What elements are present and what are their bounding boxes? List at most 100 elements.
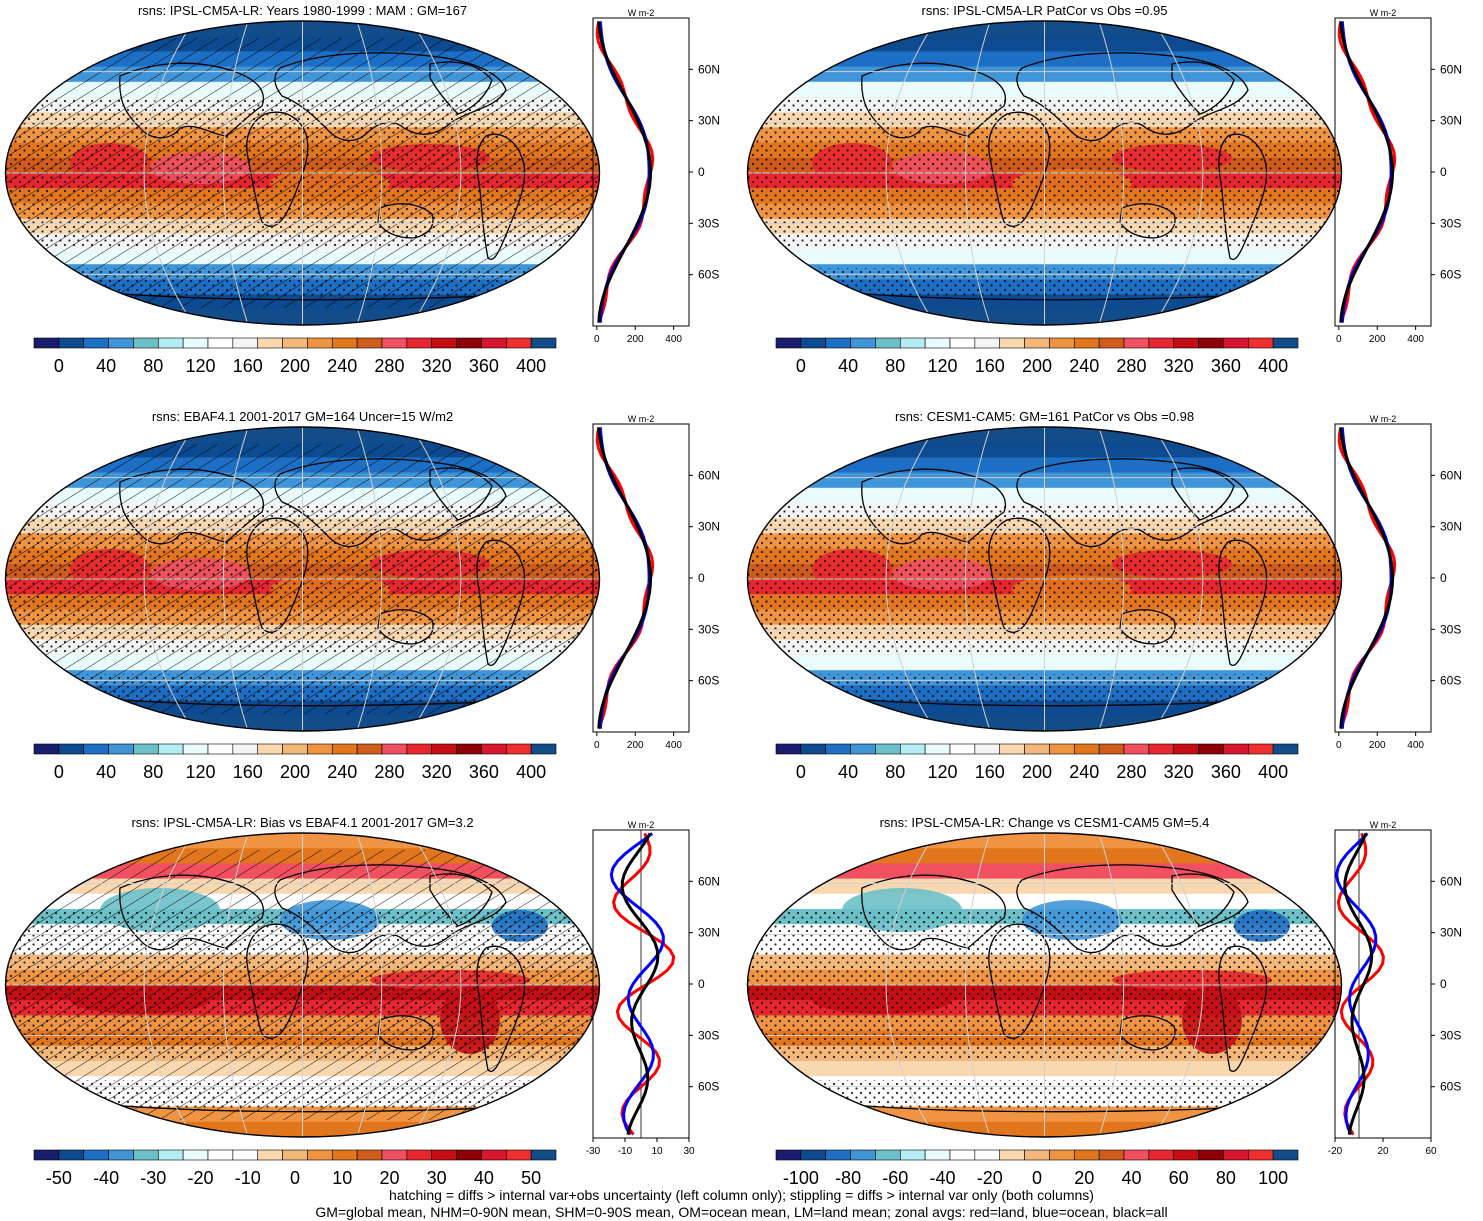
colorbar-swatch xyxy=(1198,1149,1224,1161)
colorbar-swatch xyxy=(924,1149,951,1161)
colorbar-tick-label: 360 xyxy=(1211,356,1241,376)
panel-reference-model: rsns: CESM1-CAM5: GM=161 PatCor vs Obs =… xyxy=(742,406,1483,811)
colorbar-swatch xyxy=(1049,743,1075,755)
colorbar-swatch xyxy=(406,1149,433,1161)
colorbar-swatch xyxy=(232,1149,259,1161)
colorbar-swatch xyxy=(1247,743,1274,755)
colorbar-tick-label: 400 xyxy=(516,356,546,376)
colorbar-swatch xyxy=(331,337,358,349)
zonal-y-tick-label: 0 xyxy=(698,977,705,991)
colorbar-tick-label: 280 xyxy=(374,762,404,782)
colorbar-swatch xyxy=(1148,743,1175,755)
colorbar: 0 40 80 120 160 200 240 280 320 360 400 xyxy=(775,743,1299,782)
zonal-y-tick-label: 60S xyxy=(1440,1080,1461,1094)
colorbar-swatch xyxy=(381,743,408,755)
colorbar-swatch xyxy=(207,337,234,349)
zonal-x-tick-label: 20 xyxy=(1377,1146,1389,1157)
colorbar-tick-label: 80 xyxy=(143,356,163,376)
colorbar-swatch xyxy=(58,1149,85,1161)
colorbar-swatch xyxy=(207,743,234,755)
panel-title: rsns: IPSL-CM5A-LR PatCor vs Obs =0.95 xyxy=(921,3,1168,18)
colorbar-swatch xyxy=(307,337,333,349)
colorbar-tick-label: 280 xyxy=(1116,762,1146,782)
longitude-gridline xyxy=(1098,21,1125,325)
zonal-unit-label: W m-2 xyxy=(628,820,655,830)
longitude-gridline xyxy=(964,21,991,325)
colorbar-swatch xyxy=(850,1149,876,1161)
zonal-line-land xyxy=(1337,427,1397,730)
colorbar-swatch xyxy=(949,337,976,349)
zonal-y-tick-label: 30N xyxy=(698,114,720,128)
zonal-x-tick-label: -20 xyxy=(1328,1146,1343,1157)
colorbar-swatch xyxy=(108,337,134,349)
zonal-y-tick-label: 30S xyxy=(698,1028,719,1042)
colorbar-swatch xyxy=(1198,337,1224,349)
zonal-line-all xyxy=(1343,832,1374,1135)
zonal-line-land xyxy=(1337,21,1397,324)
colorbar-tick-label: 0 xyxy=(290,1168,300,1188)
colorbar-swatch xyxy=(282,743,308,755)
zonal-line-ocean xyxy=(1335,832,1378,1136)
colorbar-tick-label: 200 xyxy=(280,356,310,376)
longitude-gridline xyxy=(356,21,383,325)
colorbar-swatch xyxy=(133,743,159,755)
zonal-y-tick-label: 30N xyxy=(1440,520,1462,534)
robinson-map xyxy=(4,20,601,326)
colorbar-tick-label: 400 xyxy=(516,762,546,782)
zonal-line-all xyxy=(597,21,653,323)
colorbar-swatch xyxy=(33,743,60,755)
zonal-average-plot: W m-2 0 200 400 60N 30N 0 30S 60S xyxy=(1334,8,1462,345)
colorbar-tick-label: 20 xyxy=(379,1168,399,1188)
zonal-y-tick-label: 30S xyxy=(1440,1028,1461,1042)
zonal-x-tick-label: 200 xyxy=(627,334,644,345)
colorbar-tick-label: 200 xyxy=(1022,762,1052,782)
longitude-gridline xyxy=(356,833,383,1137)
colorbar-tick-label: 120 xyxy=(186,762,216,782)
longitude-gridline xyxy=(222,21,249,325)
longitude-gridline xyxy=(1098,427,1125,731)
colorbar-swatch xyxy=(83,337,109,349)
colorbar-tick-label: 100 xyxy=(1258,1168,1288,1188)
colorbar-swatch xyxy=(456,337,482,349)
longitude-gridline xyxy=(964,427,991,731)
colorbar: 0 40 80 120 160 200 240 280 320 360 400 xyxy=(33,743,557,782)
map-outline xyxy=(4,832,601,1138)
colorbar-tick-label: 240 xyxy=(1069,762,1099,782)
colorbar-swatch xyxy=(800,743,827,755)
colorbar-tick-label: 160 xyxy=(233,762,263,782)
colorbar-tick-label: 280 xyxy=(374,356,404,376)
colorbar-tick-label: 280 xyxy=(1116,356,1146,376)
colorbar-swatch xyxy=(257,743,283,755)
colorbar-swatch xyxy=(1024,743,1050,755)
colorbar-swatch xyxy=(481,743,507,755)
robinson-map xyxy=(746,832,1343,1138)
zonal-frame xyxy=(1334,829,1432,1139)
colorbar-swatch xyxy=(1098,337,1125,349)
colorbar-swatch xyxy=(505,743,532,755)
longitude-gridline xyxy=(222,833,249,1137)
zonal-y-tick-label: 30N xyxy=(1440,926,1462,940)
colorbar-swatch xyxy=(282,1149,308,1161)
longitude-gridline xyxy=(143,21,195,325)
longitude-gridline xyxy=(885,21,937,325)
panel-title: rsns: IPSL-CM5A-LR: Years 1980-1999 : MA… xyxy=(137,3,468,18)
colorbar-swatch xyxy=(530,337,557,349)
colorbar-swatch xyxy=(875,337,901,349)
colorbar-swatch xyxy=(775,1149,802,1161)
zonal-x-tick-label: 0 xyxy=(594,740,600,751)
colorbar-swatch xyxy=(1148,337,1175,349)
colorbar-swatch xyxy=(157,337,184,349)
colorbar-swatch xyxy=(481,337,507,349)
colorbar-swatch xyxy=(1024,1149,1050,1161)
zonal-unit-label: W m-2 xyxy=(1370,414,1397,424)
zonal-y-tick-label: 30N xyxy=(698,926,720,940)
colorbar-swatch xyxy=(974,337,1001,349)
colorbar-tick-label: 40 xyxy=(838,762,858,782)
map-outline xyxy=(746,426,1343,732)
colorbar-swatch xyxy=(999,1149,1025,1161)
footer-line-1: hatching = diffs > internal var+obs unce… xyxy=(389,1187,1094,1203)
colorbar-tick-label: 320 xyxy=(422,356,452,376)
colorbar-tick-label: 160 xyxy=(975,356,1005,376)
colorbar-swatch xyxy=(1098,743,1125,755)
colorbar-tick-label: 40 xyxy=(838,356,858,376)
